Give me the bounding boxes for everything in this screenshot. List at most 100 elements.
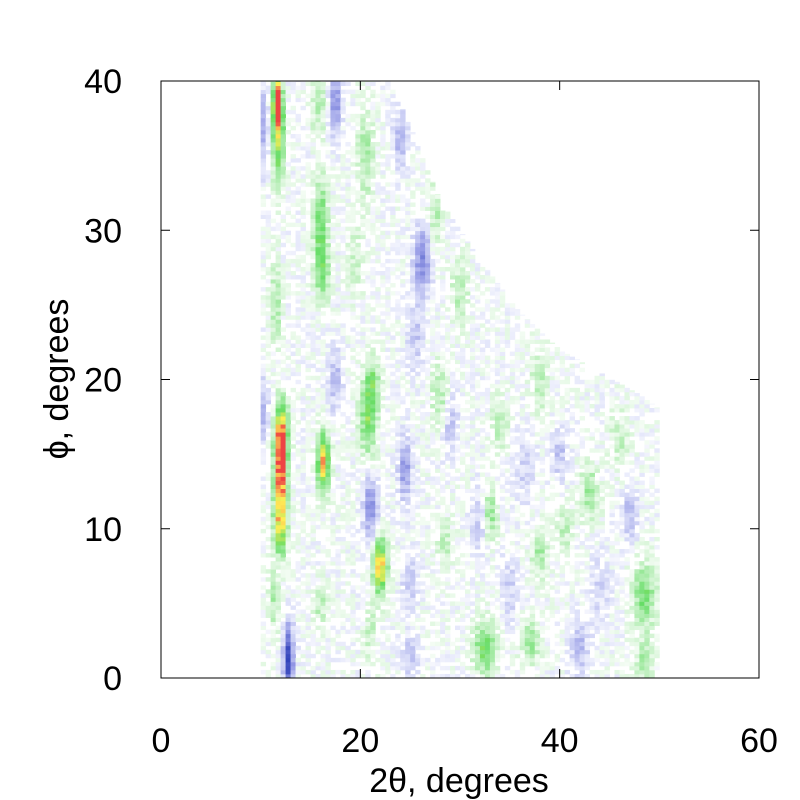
heatmap-cell	[489, 395, 496, 401]
heatmap-cell	[370, 174, 376, 179]
heatmap-cell	[484, 480, 491, 485]
heatmap-cell	[275, 424, 281, 429]
heatmap-cell	[350, 238, 356, 244]
heatmap-cell	[460, 665, 466, 671]
heatmap-cell	[280, 81, 286, 87]
heatmap-cell	[260, 545, 267, 550]
heatmap-cell	[270, 81, 277, 87]
heatmap-cell	[315, 323, 321, 328]
heatmap-cell	[290, 540, 296, 546]
heatmap-cell	[474, 621, 481, 627]
heatmap-cell	[270, 125, 277, 131]
heatmap-cell	[420, 271, 426, 276]
heatmap-cell	[479, 347, 486, 352]
heatmap-cell	[290, 633, 296, 639]
heatmap-cell	[460, 645, 466, 651]
heatmap-cell	[455, 323, 461, 328]
heatmap-cell	[410, 291, 416, 296]
heatmap-cell	[430, 395, 436, 401]
heatmap-cell	[395, 452, 401, 457]
heatmap-cell	[305, 617, 311, 622]
heatmap-cell	[365, 492, 371, 498]
heatmap-cell	[435, 375, 441, 381]
heatmap-cell	[435, 230, 441, 236]
heatmap-cell	[320, 520, 326, 526]
heatmap-cell	[499, 532, 506, 538]
heatmap-cell	[410, 524, 416, 530]
heatmap-cell	[290, 105, 296, 111]
heatmap-cell	[494, 524, 501, 530]
heatmap-cell	[270, 198, 277, 203]
heatmap-cell	[325, 605, 331, 610]
heatmap-cell	[295, 186, 301, 191]
heatmap-cell	[325, 283, 331, 288]
heatmap-cell	[400, 347, 406, 352]
heatmap-cell	[410, 621, 416, 627]
heatmap-cell	[275, 605, 281, 610]
heatmap-cell	[360, 448, 366, 453]
heatmap-cell	[455, 351, 461, 357]
heatmap-cell	[315, 597, 321, 602]
heatmap-cell	[360, 492, 366, 498]
heatmap-cell	[280, 645, 286, 651]
heatmap-cell	[325, 561, 331, 566]
heatmap-cell	[300, 182, 306, 187]
heatmap-cell	[504, 601, 511, 606]
heatmap-cell	[410, 561, 416, 566]
heatmap-cell	[450, 250, 456, 256]
heatmap-cell	[305, 476, 311, 481]
heatmap-cell	[440, 520, 446, 526]
heatmap-cell	[464, 476, 471, 481]
heatmap-cell	[450, 464, 456, 469]
heatmap-cell	[320, 512, 326, 518]
heatmap-cell	[380, 230, 386, 236]
heatmap-cell	[405, 206, 411, 211]
heatmap-cell	[300, 496, 306, 502]
heatmap-cell	[335, 508, 341, 514]
heatmap-cell	[360, 133, 366, 139]
heatmap-cell	[464, 532, 471, 538]
heatmap-cell	[479, 452, 486, 457]
heatmap-cell	[290, 416, 296, 421]
heatmap-cell	[315, 246, 321, 252]
heatmap-cell	[489, 492, 496, 498]
heatmap-cell	[265, 133, 272, 139]
heatmap-cell	[385, 569, 391, 574]
heatmap-cell	[464, 254, 471, 260]
heatmap-cell	[474, 367, 481, 373]
heatmap-cell	[479, 367, 486, 373]
heatmap-cell	[320, 266, 326, 272]
heatmap-cell	[395, 488, 401, 494]
heatmap-cell	[430, 375, 436, 381]
heatmap-cell	[260, 174, 267, 179]
heatmap-cell	[315, 319, 321, 324]
heatmap-cell	[300, 593, 306, 598]
heatmap-cell	[260, 262, 267, 268]
heatmap-cell	[270, 637, 277, 643]
heatmap-cell	[435, 420, 441, 425]
heatmap-cell	[275, 661, 281, 667]
heatmap-cell	[410, 412, 416, 417]
heatmap-cell	[285, 89, 291, 95]
heatmap-cell	[400, 108, 406, 111]
heatmap-cell	[270, 283, 277, 288]
heatmap-cell	[330, 93, 336, 99]
heatmap-cell	[275, 573, 281, 578]
heatmap-cell	[320, 387, 326, 393]
heatmap-cell	[310, 540, 316, 546]
heatmap-cell	[400, 601, 406, 606]
heatmap-cell	[405, 347, 411, 352]
heatmap-cell	[320, 246, 326, 252]
heatmap-cell	[479, 512, 486, 518]
heatmap-cell	[350, 512, 356, 518]
heatmap-cell	[360, 234, 366, 240]
heatmap-cell	[320, 271, 326, 276]
heatmap-cell	[350, 472, 356, 477]
heatmap-cell	[479, 657, 486, 663]
heatmap-cell	[305, 444, 311, 449]
heatmap-cell	[280, 528, 286, 534]
heatmap-cell	[425, 456, 431, 461]
heatmap-cell	[400, 162, 406, 167]
heatmap-cell	[300, 206, 306, 211]
heatmap-cell	[455, 335, 461, 340]
